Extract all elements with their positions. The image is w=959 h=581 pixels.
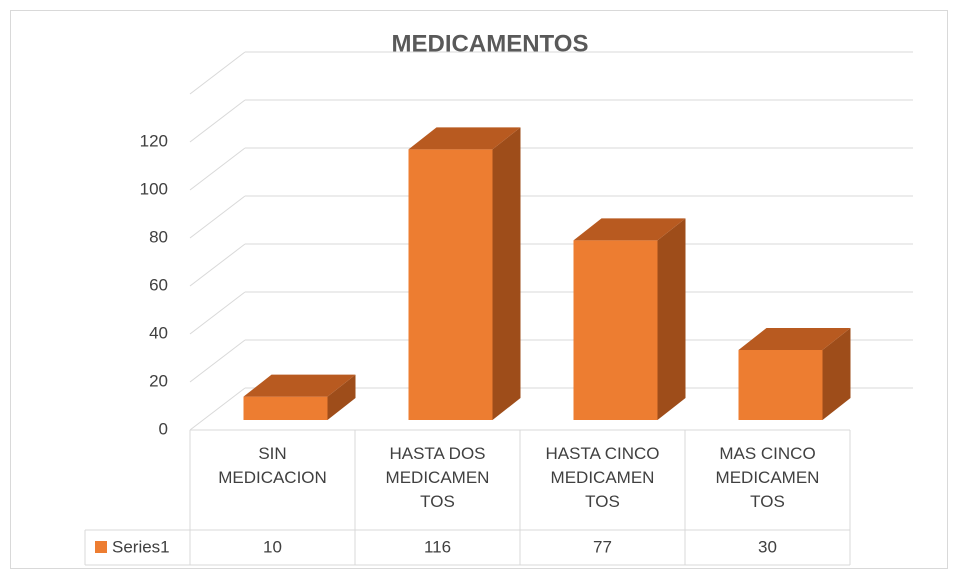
bar-side [327, 374, 356, 420]
bar-top [243, 374, 356, 397]
bar [573, 218, 686, 420]
table-value: 116 [424, 537, 451, 556]
table-value: 10 [263, 537, 282, 556]
y-tick-label: 120 [140, 131, 168, 150]
table-value: 30 [758, 537, 777, 556]
bar-top [738, 328, 851, 350]
chart-title: MEDICAMENTOS [392, 30, 589, 57]
bar-top [408, 127, 521, 150]
bar-side [822, 328, 851, 420]
bar [408, 127, 521, 421]
legend-label: Series1 [112, 537, 170, 556]
grid-line [189, 291, 246, 335]
bar-front [408, 149, 493, 421]
grid-line [189, 387, 246, 431]
bar [738, 328, 851, 420]
grid-line [189, 339, 246, 383]
grid-line [189, 99, 246, 143]
y-tick-label: 0 [159, 419, 168, 438]
y-tick-label: 100 [140, 179, 168, 198]
bar-front [243, 396, 328, 420]
y-tick-label: 40 [149, 323, 168, 342]
y-tick-label: 60 [149, 275, 168, 294]
wall-edge [189, 51, 246, 95]
y-tick-label: 20 [149, 371, 168, 390]
x-tick-label: SIN MEDICACION [218, 444, 327, 487]
grid-line [189, 243, 246, 287]
grid-line [189, 195, 246, 239]
bar-side [492, 127, 521, 420]
bar-top [573, 218, 686, 241]
bar-front [573, 240, 658, 420]
y-tick-label: 80 [149, 227, 168, 246]
x-tick-label: MAS CINCO MEDICAMENTOS [715, 444, 820, 511]
x-tick-label: HASTA DOS MEDICAMENTOS [385, 444, 490, 511]
bar-side [657, 218, 686, 420]
x-tick-label: HASTA CINCO MEDICAMENTOS [545, 444, 660, 511]
bar-front [738, 350, 823, 420]
bar [243, 374, 356, 420]
table-value: 77 [593, 537, 612, 556]
grid-line [189, 147, 246, 191]
legend-key [95, 541, 107, 553]
